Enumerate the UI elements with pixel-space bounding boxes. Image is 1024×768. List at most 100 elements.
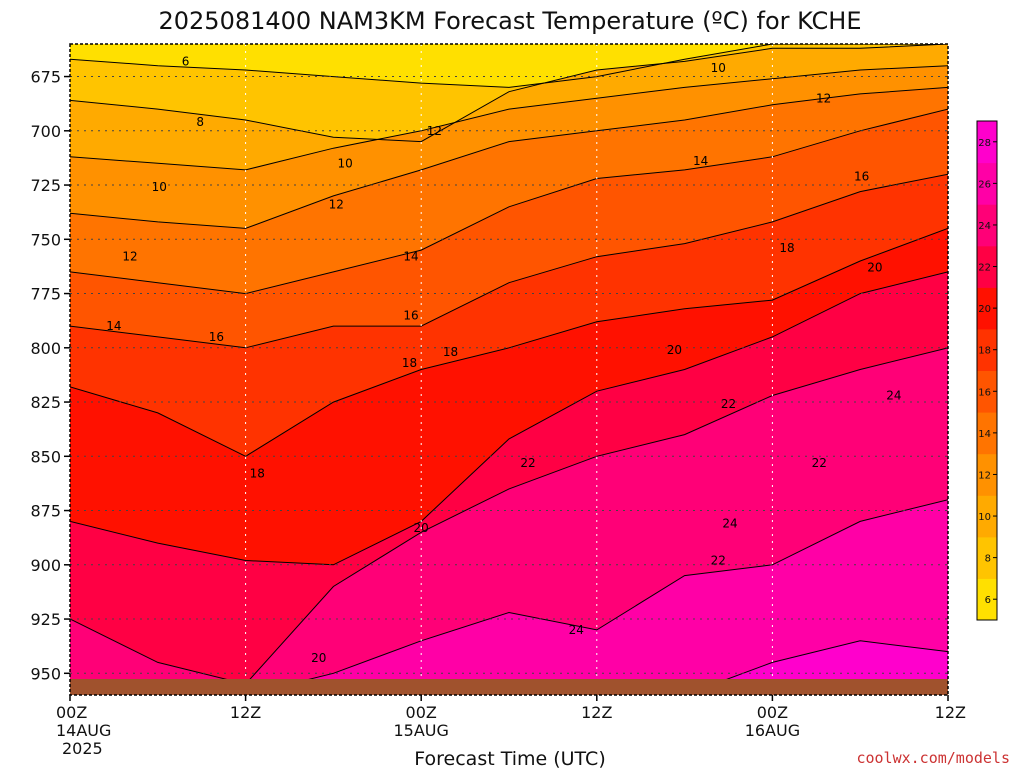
isotherm-6 <box>70 44 948 88</box>
contour-label-24: 20 <box>867 261 882 275</box>
isotherm-8 <box>70 44 948 143</box>
contour-label-16: 22 <box>520 456 535 470</box>
colorbar-swatch-1 <box>977 536 997 579</box>
contour-label-18: 10 <box>711 61 726 75</box>
plot-area: 6 8 10 12 14 16 18 20 10 12 12 14 16 18 18 20 22 24 10 12 14… <box>70 44 948 695</box>
contour-label-28: 24 <box>722 517 737 531</box>
colorbar-swatch-11 <box>977 121 997 164</box>
colorbar-swatch-5 <box>977 370 997 413</box>
credit-text: coolwx.com/models <box>856 749 1010 767</box>
contour-label-9: 12 <box>329 198 344 212</box>
colorbar-label-5: 16 <box>978 387 991 398</box>
isotherm-24 <box>70 499 948 695</box>
contour-label-0: 6 <box>182 54 190 68</box>
contour-label-22: 18 <box>779 241 794 255</box>
contour-label-3: 12 <box>122 250 137 264</box>
x-tick-label-4: 00Z <box>757 703 788 722</box>
y-tick-label-700: 700 <box>30 122 61 141</box>
colorbar-swatch-8 <box>977 245 997 288</box>
temperature-bands <box>70 44 948 695</box>
contour-label-7: 20 <box>311 651 326 665</box>
colorbar-swatch-3 <box>977 453 997 496</box>
isotherm-26 <box>70 640 948 695</box>
y-axis: 675 700 725 750 775 800 825 850 875 900 925 950 <box>30 68 70 683</box>
chart-title: 2025081400 NAM3KM Forecast Temperature (… <box>158 7 861 35</box>
y-tick-label-750: 750 <box>30 230 61 249</box>
contour-label-11: 14 <box>403 250 418 264</box>
isotherm-16 <box>70 173 948 349</box>
contour-label-5: 16 <box>209 330 224 344</box>
contour-label-21: 16 <box>854 169 869 183</box>
contour-label-20: 14 <box>693 154 708 168</box>
y-tick-label-775: 775 <box>30 285 61 304</box>
colorbar-label-7: 20 <box>978 304 991 315</box>
isotherm-10 <box>70 65 948 171</box>
isotherm-18 <box>70 227 948 457</box>
colorbar-label-8: 22 <box>978 263 991 274</box>
x-tick-label-5: 12Z <box>935 703 966 722</box>
contour-label-19: 12 <box>816 91 831 105</box>
colorbar-swatch-4 <box>977 412 997 455</box>
x-tick-label-1: 12Z <box>230 703 261 722</box>
contour-label-13: 18 <box>402 356 417 370</box>
colorbar-swatch-9 <box>977 204 997 247</box>
colorbar-label-2: 10 <box>978 512 991 523</box>
colorbar-label-3: 12 <box>978 470 991 481</box>
colorbar-label-0: 6 <box>985 595 991 606</box>
y-tick-label-850: 850 <box>30 447 61 466</box>
contour-label-23: 20 <box>667 343 682 357</box>
y-tick-label-675: 675 <box>30 68 61 87</box>
contour-label-4: 14 <box>106 319 121 333</box>
x-tick-date-2: 15AUG <box>393 721 448 740</box>
x-tick-date-4: 16AUG <box>745 721 800 740</box>
colorbar-swatch-6 <box>977 328 997 371</box>
temperature-band-24 <box>70 499 948 695</box>
y-tick-label-825: 825 <box>30 393 61 412</box>
x-tick-label-3: 12Z <box>581 703 612 722</box>
colorbar-label-1: 8 <box>985 554 991 565</box>
contour-label-27: 22 <box>711 553 726 567</box>
x-tick-label-2: 00Z <box>406 703 437 722</box>
colorbar-label-9: 24 <box>978 221 991 232</box>
colorbar-swatch-7 <box>977 287 997 330</box>
isotherm-14 <box>70 108 948 295</box>
contour-label-14: 18 <box>443 345 458 359</box>
colorbar-label-6: 18 <box>978 346 991 357</box>
y-tick-label-875: 875 <box>30 502 61 521</box>
contour-label-8: 10 <box>337 156 352 170</box>
y-tick-label-950: 950 <box>30 664 61 683</box>
colorbar-swatch-10 <box>977 162 997 205</box>
contour-label-1: 8 <box>196 115 204 129</box>
y-tick-label-900: 900 <box>30 556 61 575</box>
contour-labels: 6 8 10 12 14 16 18 20 10 12 12 14 16 18 18 20 22 24 10 12 14… <box>106 54 901 665</box>
contour-label-10: 12 <box>427 124 442 138</box>
colorbar-label-11: 28 <box>978 138 991 149</box>
contour-label-2: 10 <box>152 180 167 194</box>
colorbar-swatch-0 <box>977 578 997 621</box>
colorbar-label-4: 14 <box>978 429 991 440</box>
colorbar-swatch-2 <box>977 495 997 538</box>
y-tick-label-925: 925 <box>30 610 61 629</box>
contour-label-17: 24 <box>569 623 584 637</box>
x-tick-label-0: 00Z <box>56 703 87 722</box>
x-tick-year-0: 2025 <box>62 739 103 758</box>
colorbar-label-10: 26 <box>978 179 991 190</box>
contour-label-12: 16 <box>403 308 418 322</box>
isotherm-20 <box>70 271 948 566</box>
contour-label-6: 18 <box>250 467 265 481</box>
ground-surface <box>70 679 948 695</box>
contour-label-15: 20 <box>414 521 429 535</box>
x-tick-date-0: 14AUG <box>56 721 111 740</box>
contour-label-29: 24 <box>886 389 901 403</box>
y-tick-label-800: 800 <box>30 339 61 358</box>
isotherm-22 <box>70 347 948 685</box>
isotherm-12 <box>70 86 948 229</box>
contour-label-25: 22 <box>721 397 736 411</box>
colorbar-legend: 6 8 10 12 14 16 18 20 22 24 26 28 <box>976 120 998 621</box>
contour-label-26: 22 <box>812 456 827 470</box>
colorbar-frame <box>976 120 998 621</box>
plot-frame <box>69 43 949 696</box>
x-axis-label: Forecast Time (UTC) <box>414 748 605 768</box>
